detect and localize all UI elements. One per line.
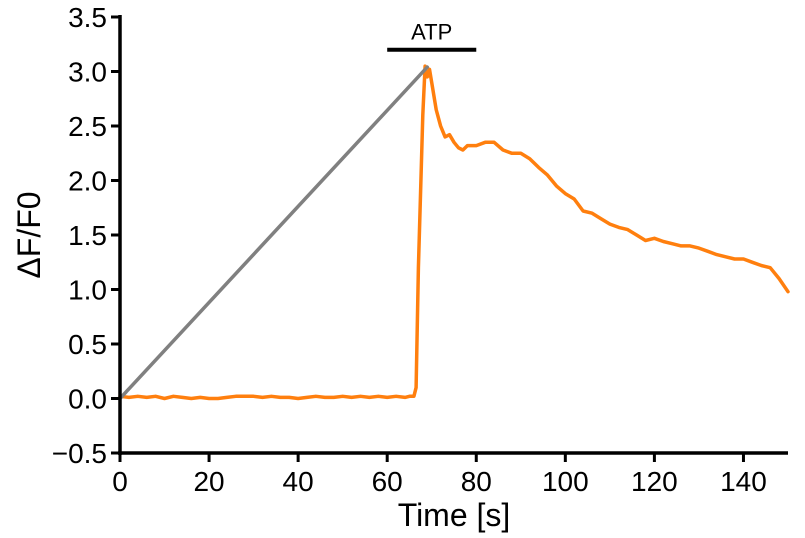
x-tick-label: 0 [112,466,128,497]
x-tick-label: 20 [193,466,224,497]
x-tick-label: 80 [461,466,492,497]
x-tick-label: 60 [372,466,403,497]
y-tick-label: 0.0 [68,384,107,415]
x-tick-label: 120 [631,466,678,497]
y-axis-title: ΔF/F0 [11,191,47,278]
atp-label: ATP [411,20,452,45]
y-tick-label: 2.0 [68,166,107,197]
annotation-layer: ATP [387,20,477,52]
y-tick-label: 2.5 [68,111,107,142]
response-trace-line [118,64,790,401]
series-layer [118,64,790,401]
reference-diagonal-line [118,65,430,401]
x-axis-title: Time [s] [398,497,511,533]
x-tick-label: 100 [542,466,589,497]
ticks-layer: −0.5 0.0 0.5 1.0 1.5 2.0 2.5 3.0 3.5 0 20 40 60 80 100… [52,2,767,497]
axes-layer [118,15,788,455]
x-tick-label: 140 [720,466,767,497]
y-tick-label: 1.5 [68,220,107,251]
y-tick-label: 0.5 [68,329,107,360]
x-tick-label: 40 [283,466,314,497]
y-tick-label: −0.5 [52,438,107,469]
y-tick-label: 3.5 [68,2,107,33]
y-tick-label: 3.0 [68,57,107,88]
y-tick-label: 1.0 [68,275,107,306]
